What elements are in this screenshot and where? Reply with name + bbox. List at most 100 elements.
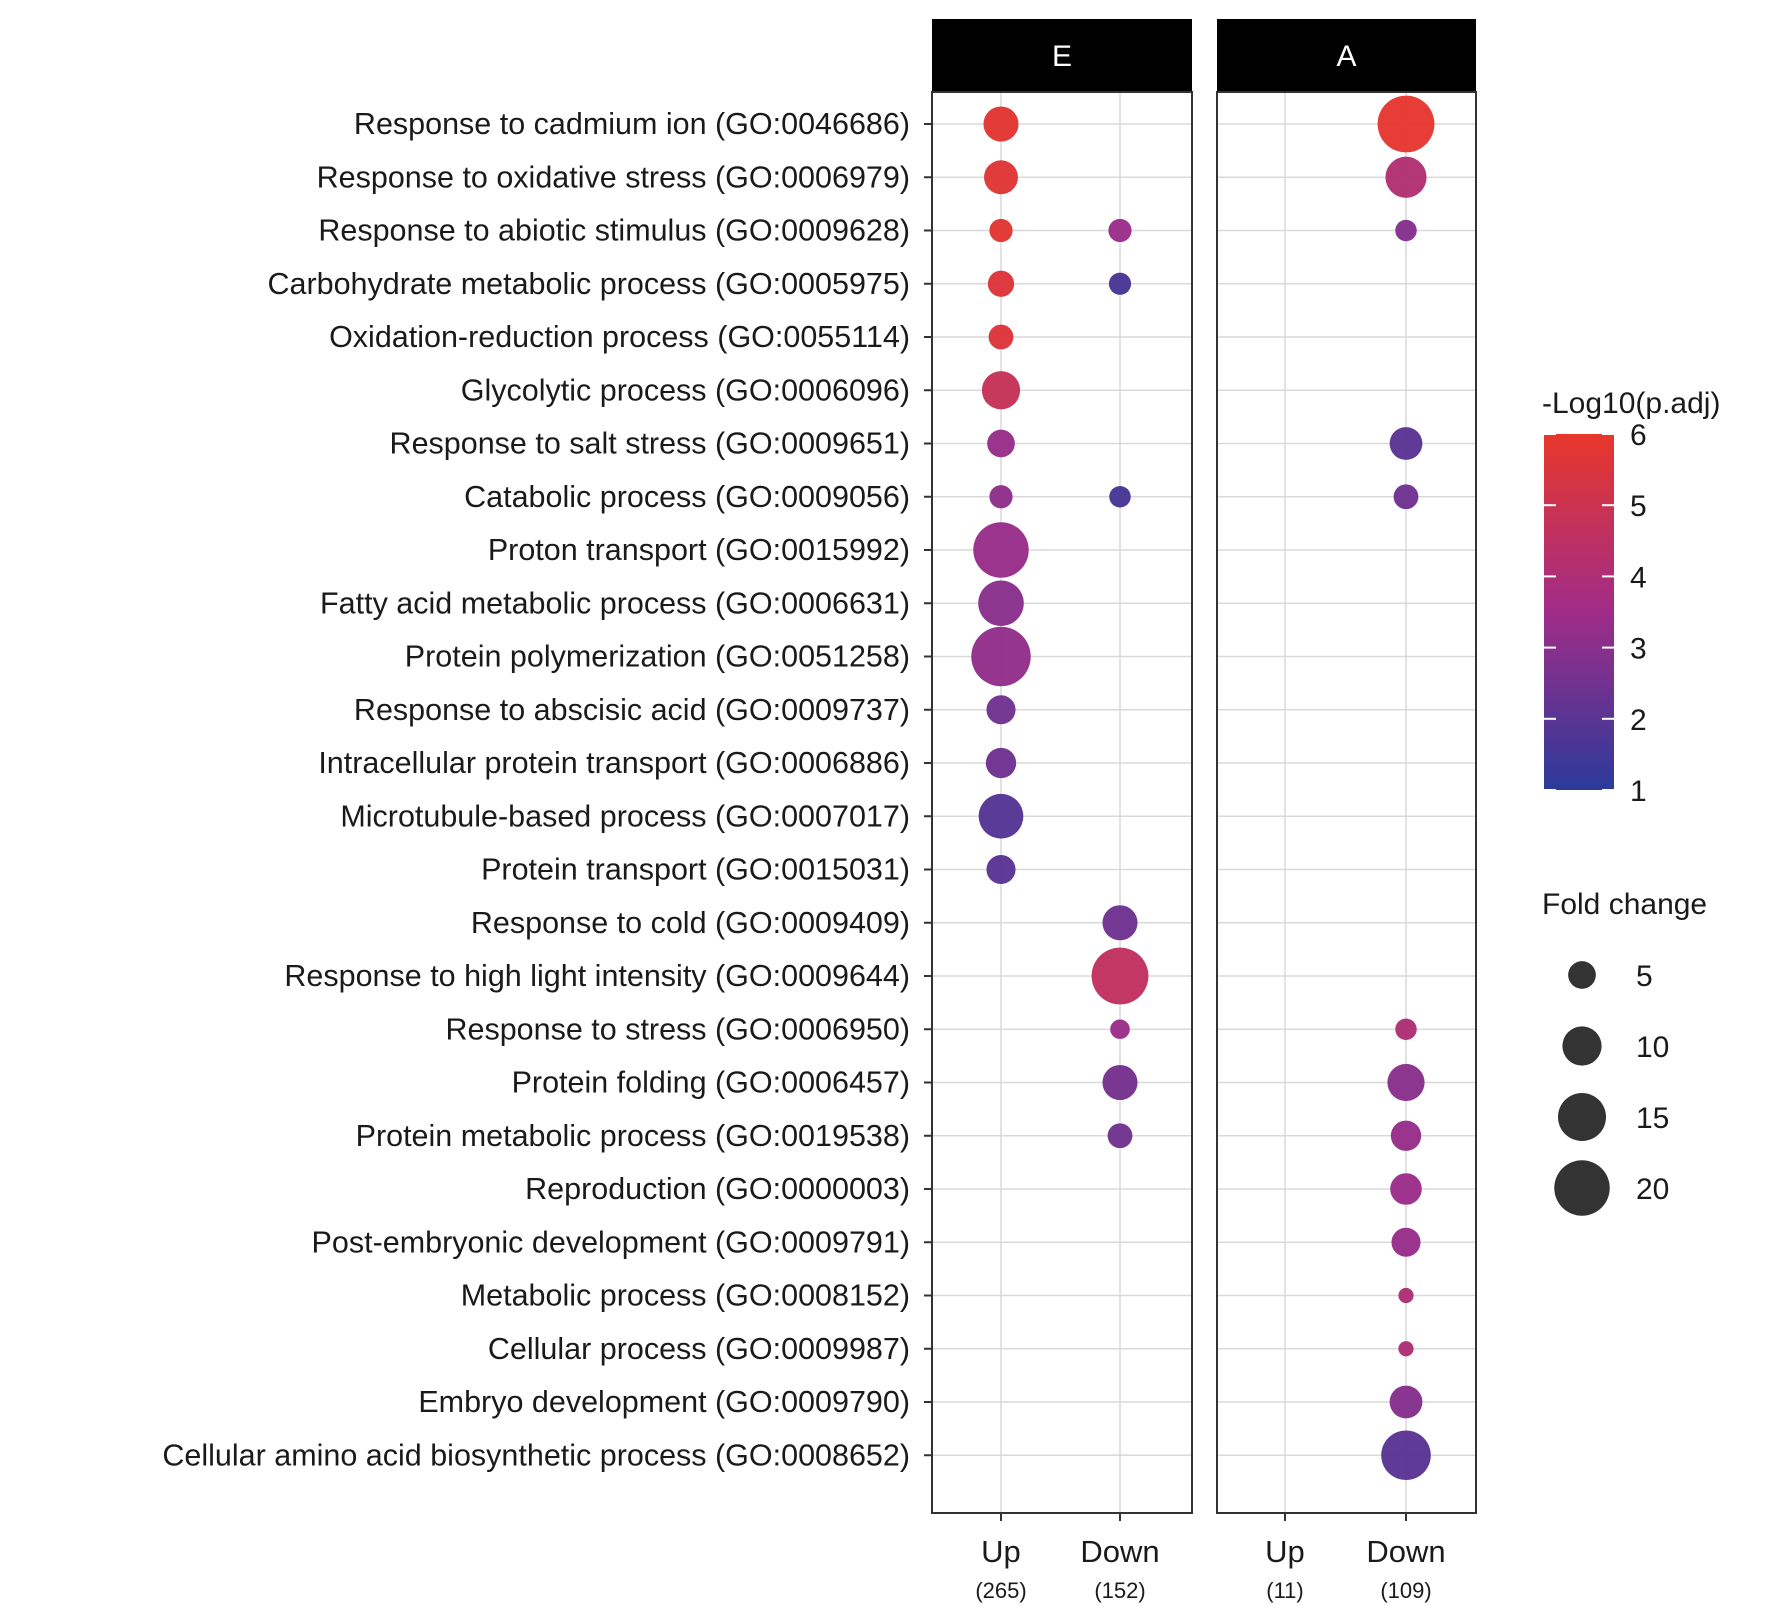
data-point bbox=[1385, 156, 1427, 198]
data-point bbox=[1091, 947, 1149, 1005]
colorbar-label: 3 bbox=[1630, 633, 1647, 666]
y-tick-label: Protein polymerization (GO:0051258) bbox=[405, 640, 910, 674]
y-tick-label: Response to salt stress (GO:0009651) bbox=[390, 427, 910, 461]
legends: -Log10(p.adj)6 5 4 3 2 1 Fold change 5 10 15 20 bbox=[1542, 387, 1720, 1216]
size-legend-label: 10 bbox=[1636, 1031, 1669, 1064]
y-tick-label: Catabolic process (GO:0009056) bbox=[464, 480, 910, 514]
data-point bbox=[1381, 1430, 1431, 1481]
colorbar-label: 4 bbox=[1630, 561, 1647, 594]
data-point bbox=[986, 854, 1016, 885]
y-tick-label: Metabolic process (GO:0008152) bbox=[461, 1279, 910, 1313]
size-legend-label: 20 bbox=[1636, 1173, 1669, 1206]
x-tick-count: (152) bbox=[1094, 1578, 1145, 1603]
colorbar-label: 5 bbox=[1630, 490, 1647, 523]
data-point bbox=[1108, 218, 1132, 243]
y-tick-label: Response to abiotic stimulus (GO:0009628… bbox=[318, 214, 910, 248]
y-tick-label: Response to cadmium ion (GO:0046686) bbox=[354, 107, 910, 141]
y-tick-label: Protein folding (GO:0006457) bbox=[512, 1066, 910, 1100]
data-point bbox=[988, 324, 1014, 350]
x-tick-count: (11) bbox=[1266, 1578, 1304, 1603]
data-point bbox=[989, 485, 1013, 509]
facet-panel: E bbox=[931, 19, 1193, 1514]
y-tick-label: Microtubule-based process (GO:0007017) bbox=[340, 799, 910, 833]
data-point bbox=[973, 522, 1029, 578]
data-point bbox=[984, 160, 1018, 195]
data-point bbox=[989, 218, 1013, 243]
y-tick-label: Protein metabolic process (GO:0019538) bbox=[356, 1119, 910, 1153]
x-tick-count: (109) bbox=[1380, 1578, 1431, 1603]
size-legend-key bbox=[1562, 1026, 1602, 1066]
data-point bbox=[1377, 95, 1435, 153]
data-point bbox=[983, 106, 1019, 142]
data-point bbox=[1389, 427, 1423, 460]
data-point bbox=[978, 793, 1024, 839]
size-legend-key bbox=[1557, 1092, 1607, 1142]
data-point bbox=[1102, 1064, 1138, 1101]
facet-strip-label: E bbox=[1052, 40, 1072, 73]
data-point bbox=[985, 747, 1017, 779]
data-point bbox=[1102, 905, 1138, 941]
y-tick-label: Oxidation-reduction process (GO:0055114) bbox=[329, 320, 910, 354]
size-legend-key bbox=[1554, 1160, 1610, 1216]
x-tick-label: Up bbox=[1265, 1534, 1305, 1569]
facet-strip bbox=[1217, 19, 1476, 91]
data-point bbox=[1110, 1019, 1130, 1040]
facet-strip bbox=[932, 19, 1192, 91]
data-point bbox=[987, 429, 1015, 458]
data-point bbox=[1393, 484, 1419, 510]
data-point bbox=[1390, 1120, 1422, 1151]
colorbar-label: 1 bbox=[1630, 775, 1647, 808]
panel-background bbox=[1217, 92, 1476, 1513]
data-point bbox=[1395, 1018, 1417, 1040]
colorbar-label: 2 bbox=[1630, 704, 1647, 737]
y-tick-label: Glycolytic process (GO:0006096) bbox=[461, 373, 910, 407]
data-point bbox=[1398, 1287, 1414, 1304]
y-tick-label: Response to stress (GO:0006950) bbox=[445, 1012, 910, 1046]
data-point bbox=[978, 580, 1024, 627]
y-tick-label: Cellular process (GO:0009987) bbox=[488, 1332, 910, 1366]
size-legend-key bbox=[1568, 961, 1596, 989]
y-tick-label: Carbohydrate metabolic process (GO:00059… bbox=[267, 267, 910, 301]
data-point bbox=[1108, 272, 1132, 295]
data-point bbox=[1398, 1341, 1414, 1357]
data-point bbox=[987, 270, 1015, 297]
y-tick-label: Intracellular protein transport (GO:0006… bbox=[318, 746, 910, 780]
x-tick-count: (265) bbox=[975, 1578, 1026, 1603]
data-point bbox=[1109, 486, 1131, 508]
data-point bbox=[1391, 1227, 1421, 1257]
y-tick-label: Embryo development (GO:0009790) bbox=[418, 1385, 910, 1419]
x-tick-label: Up bbox=[981, 1534, 1021, 1569]
color-legend-title: -Log10(p.adj) bbox=[1542, 387, 1720, 420]
data-point bbox=[1390, 1173, 1422, 1205]
y-tick-label: Response to oxidative stress (GO:0006979… bbox=[317, 160, 910, 194]
panel-border bbox=[1216, 91, 1477, 1514]
size-legend-title: Fold change bbox=[1542, 888, 1707, 921]
data-point bbox=[986, 695, 1016, 725]
colorbar-label: 6 bbox=[1630, 419, 1647, 452]
data-point bbox=[1395, 219, 1417, 242]
size-legend-label: 5 bbox=[1636, 960, 1653, 993]
y-tick-label: Proton transport (GO:0015992) bbox=[488, 533, 910, 567]
facet-strip-label: A bbox=[1336, 40, 1356, 73]
x-tick-label: Down bbox=[1080, 1534, 1159, 1569]
y-tick-label: Response to abscisic acid (GO:0009737) bbox=[354, 693, 910, 727]
x-tick-label: Down bbox=[1366, 1534, 1445, 1569]
size-legend-label: 15 bbox=[1636, 1102, 1669, 1135]
colorbar bbox=[1544, 434, 1614, 790]
facet-panel: A bbox=[1216, 19, 1477, 1514]
data-point bbox=[1389, 1385, 1423, 1419]
data-point bbox=[1387, 1063, 1425, 1102]
data-point bbox=[1107, 1123, 1133, 1149]
x-axis-labels: Up (265) Down (152) Up (11) Down (109) bbox=[975, 1513, 1446, 1603]
panel-background bbox=[932, 92, 1192, 1513]
y-tick-label: Fatty acid metabolic process (GO:0006631… bbox=[320, 586, 910, 620]
panel-border bbox=[931, 91, 1193, 1514]
y-tick-label: Protein transport (GO:0015031) bbox=[481, 853, 910, 887]
y-tick-label: Reproduction (GO:0000003) bbox=[525, 1172, 910, 1206]
y-tick-label: Cellular amino acid biosynthetic process… bbox=[162, 1438, 910, 1472]
y-axis-labels: Response to cadmium ion (GO:0046686) Resp… bbox=[162, 107, 932, 1472]
data-point bbox=[971, 626, 1031, 687]
data-point bbox=[981, 371, 1021, 410]
